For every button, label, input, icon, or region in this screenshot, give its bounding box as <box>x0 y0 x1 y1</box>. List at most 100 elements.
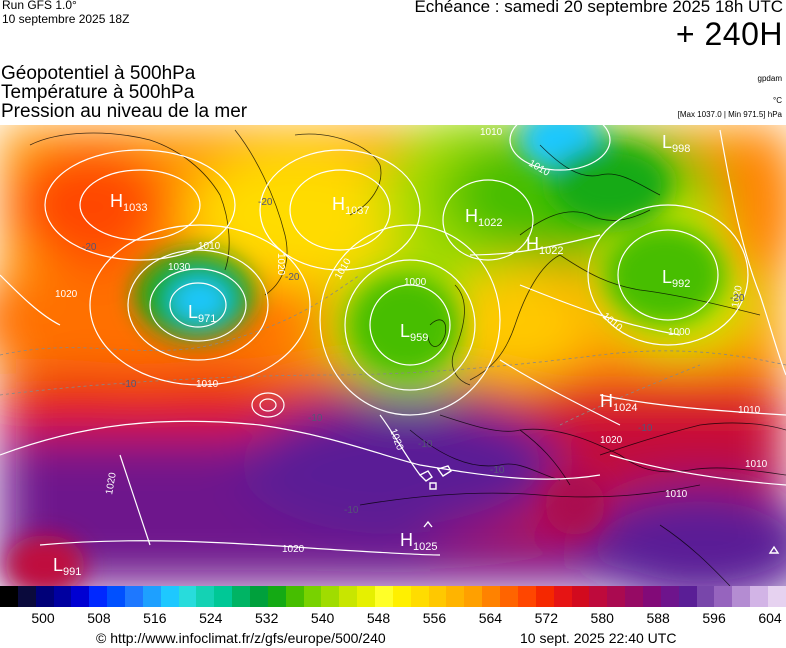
weather-map: H1033 H1037 H1022 H1022 L998 L992 L971 L959 H102… <box>0 125 786 586</box>
pressure-center: H1022 <box>465 206 502 229</box>
colorbar-swatch <box>571 586 590 607</box>
colorbar-swatch <box>125 586 143 607</box>
colorbar-swatch <box>714 586 733 607</box>
forecast-valid-time: Echéance : samedi 20 septembre 2025 18h … <box>414 0 783 16</box>
isobar-label: 1010 <box>665 489 688 500</box>
colorbar-tick-label: 588 <box>646 610 670 626</box>
colorbar-tick-label: 500 <box>31 610 55 626</box>
isobar-label: 1010 <box>738 405 761 416</box>
colorbar-swatch <box>428 586 447 607</box>
colorbar-swatch <box>232 586 251 607</box>
isotherm-label: -10 <box>122 379 137 390</box>
colorbar-swatch <box>464 586 483 607</box>
isotherm-label: -10 <box>490 465 505 476</box>
isotherm-label: -20 <box>730 293 745 304</box>
colorbar-tick-label: 572 <box>534 610 558 626</box>
colorbar-ticks: 500 508 516 524 532 540 548 556 564 572 580 588 596 6… <box>0 610 786 628</box>
colorbar-tick-label: 540 <box>310 610 335 626</box>
pressure-center: L992 <box>662 267 690 290</box>
isobar-label: 1010 <box>745 459 768 470</box>
colorbar-tick-label: 532 <box>255 610 279 626</box>
isotherm-label: -20 <box>285 272 300 283</box>
colorbar-swatch <box>267 586 286 607</box>
isotherm-label: -10 <box>418 439 433 450</box>
colorbar-swatch <box>17 586 36 607</box>
colorbar-tick-label: 508 <box>87 610 111 626</box>
isobar-label: 1020 <box>730 284 745 308</box>
colorbar-tick-label: 604 <box>758 610 782 626</box>
colorbar-tick-label: 596 <box>702 610 726 626</box>
colorbar-swatch <box>178 586 197 607</box>
pressure-center: H1022 <box>526 234 563 257</box>
pressure-center: H1024 <box>600 391 637 414</box>
colorbar-swatch <box>625 586 643 607</box>
isobar-label: 1000 <box>668 327 691 338</box>
isotherm-label: -10 <box>344 505 359 516</box>
isobar-label: 1000 <box>404 277 427 288</box>
colorbar <box>0 586 786 607</box>
colorbar-swatch <box>410 586 429 607</box>
colorbar-swatch <box>142 586 161 607</box>
isotherm-label: -20 <box>82 242 97 253</box>
colorbar-swatch <box>446 586 465 607</box>
isobar-label: 1010 <box>198 241 221 252</box>
pressure-center: L971 <box>188 302 216 325</box>
isobar-label: 1010 <box>196 379 219 390</box>
pressure-center: L959 <box>400 321 428 344</box>
colorbar-swatch <box>250 586 268 607</box>
isobar-label: 1030 <box>168 262 191 273</box>
colorbar-swatch <box>71 586 90 607</box>
isobar-label: 1020 <box>600 435 623 446</box>
colorbar-swatch <box>678 586 697 607</box>
pressure-centers: H1033 H1037 H1022 H1022 L998 L992 L971 L959 H102… <box>53 132 690 578</box>
colorbar-swatch <box>339 586 358 607</box>
isotherm-label: -10 <box>638 423 653 434</box>
pressure-center: H1025 <box>400 530 437 553</box>
pressure-center: H1037 <box>332 194 369 217</box>
low-pressure-cores <box>5 125 725 586</box>
colorbar-swatch <box>89 586 108 607</box>
parameter-geopotential: Géopotentiel à 500hPa <box>1 63 196 84</box>
forecast-horizon: + 240H <box>675 16 783 52</box>
colorbar-swatch <box>589 586 608 607</box>
generation-timestamp: 10 sept. 2025 22:40 UTC <box>520 630 677 646</box>
colorbar-tick-label: 580 <box>590 610 614 626</box>
colorbar-swatch <box>732 586 751 607</box>
colorbar-swatch <box>303 586 322 607</box>
colorbar-swatch <box>214 586 233 607</box>
isotherm-label: -10 <box>308 413 323 424</box>
colorbar-swatch <box>517 586 536 607</box>
isobar-label: 1010 <box>480 127 503 138</box>
isotherm-labels: -20 -20 -20 -10 -10 -10 -10 -10 -10 -20 <box>82 197 745 516</box>
colorbar-swatch <box>107 586 126 607</box>
isobar-label: 1020 <box>282 544 305 555</box>
colorbar-swatch <box>160 586 179 607</box>
colorbar-tick-label: 556 <box>422 610 447 626</box>
colorbar-swatch <box>696 586 715 607</box>
temperature-unit: °C <box>773 96 782 105</box>
colorbar-swatch <box>750 586 768 607</box>
colorbar-swatch <box>500 586 518 607</box>
colorbar-swatch <box>660 586 679 607</box>
pressure-center: L991 <box>53 555 81 578</box>
colorbar-swatch <box>0 586 18 607</box>
source-code: gpdam <box>757 74 782 83</box>
colorbar-swatch <box>767 586 786 607</box>
colorbar-swatch <box>553 586 572 607</box>
pressure-center: L998 <box>662 132 690 155</box>
isobar-label: 1020 <box>55 289 78 300</box>
run-date: 10 septembre 2025 18Z <box>2 12 130 26</box>
colorbar-tick-label: 524 <box>199 610 223 626</box>
copyright-link[interactable]: © http://www.infoclimat.fr/z/gfs/europe/… <box>96 630 386 646</box>
colorbar-tick-label: 516 <box>143 610 167 626</box>
pressure-max-min: [Max 1037.0 | Min 971.5] hPa <box>677 110 782 119</box>
parameter-temperature: Température à 500hPa <box>1 82 195 103</box>
coast-marks <box>418 465 780 554</box>
colorbar-swatch <box>357 586 376 607</box>
colorbar-swatch <box>392 586 411 607</box>
colorbar-swatch <box>535 586 554 607</box>
colorbar-swatch <box>35 586 54 607</box>
isobar-label: 1020 <box>104 471 119 495</box>
parameter-sea-level-pressure: Pression au niveau de la mer <box>1 101 248 122</box>
colorbar-swatch <box>375 586 393 607</box>
